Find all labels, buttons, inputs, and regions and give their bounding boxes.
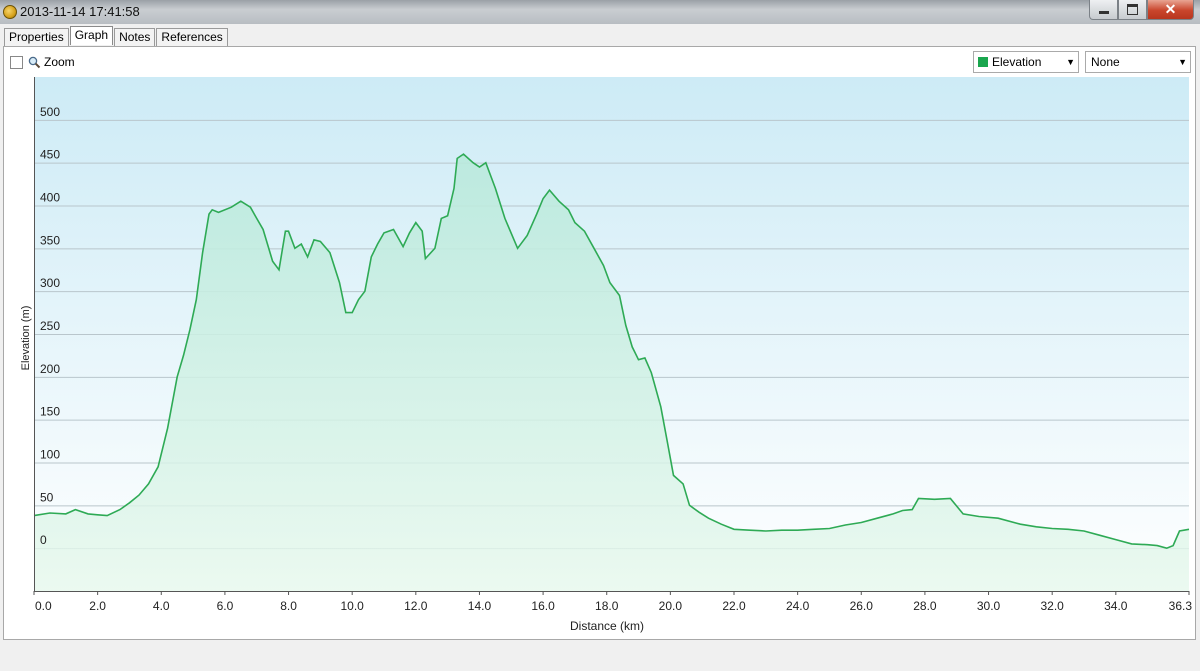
window-bottom-edge bbox=[0, 640, 1200, 671]
window-controls: ✕ bbox=[1089, 0, 1194, 20]
y-tick-label: 400 bbox=[40, 191, 60, 205]
y-tick-label: 450 bbox=[40, 148, 60, 162]
zoom-control: Zoom bbox=[10, 55, 75, 69]
zoom-checkbox[interactable] bbox=[10, 55, 23, 69]
y-tick-label: 500 bbox=[40, 105, 60, 119]
x-tick-label: 34.0 bbox=[1104, 599, 1128, 613]
maximize-button[interactable] bbox=[1118, 0, 1147, 20]
series-select[interactable]: Elevation ▼ bbox=[973, 51, 1079, 73]
x-tick-label: 12.0 bbox=[404, 599, 428, 613]
y-tick-label: 350 bbox=[40, 233, 60, 247]
chevron-down-icon: ▼ bbox=[1178, 57, 1187, 67]
minimize-button[interactable] bbox=[1089, 0, 1118, 20]
tab-properties[interactable]: Properties bbox=[4, 28, 69, 46]
y-tick-label: 50 bbox=[40, 490, 54, 504]
x-tick-label: 24.0 bbox=[786, 599, 810, 613]
x-axis-label: Distance (km) bbox=[570, 619, 644, 633]
x-tick-label: 32.0 bbox=[1041, 599, 1065, 613]
close-button[interactable]: ✕ bbox=[1147, 0, 1194, 20]
x-tick-label: 6.0 bbox=[217, 599, 234, 613]
chevron-down-icon: ▼ bbox=[1066, 57, 1075, 67]
y-axis-label: Elevation (m) bbox=[20, 306, 32, 371]
zoom-label: Zoom bbox=[44, 55, 75, 69]
tab-graph[interactable]: Graph bbox=[69, 26, 114, 45]
tab-references[interactable]: References bbox=[156, 28, 228, 46]
window-title: 2013-11-14 17:41:58 bbox=[20, 4, 140, 19]
y-tick-label: 200 bbox=[40, 362, 60, 376]
y-tick-label: 0 bbox=[40, 533, 47, 547]
x-tick-label: 20.0 bbox=[659, 599, 683, 613]
minimize-icon bbox=[1098, 11, 1109, 14]
series-select-value: Elevation bbox=[992, 55, 1042, 69]
x-tick-label: 8.0 bbox=[280, 599, 297, 613]
y-tick-label: 250 bbox=[40, 319, 60, 333]
x-tick-label: 0.0 bbox=[35, 599, 52, 613]
x-tick-label: 28.0 bbox=[913, 599, 937, 613]
secondary-select-value: None bbox=[1091, 55, 1120, 69]
elevation-swatch bbox=[978, 57, 988, 67]
x-tick-label: 26.0 bbox=[850, 599, 874, 613]
tab-bar: Properties Graph Notes References bbox=[4, 26, 229, 46]
x-tick-label: 10.0 bbox=[341, 599, 365, 613]
elevation-area bbox=[34, 154, 1189, 591]
elevation-series-line bbox=[33, 153, 1190, 550]
x-tick-label: 2.0 bbox=[89, 599, 106, 613]
x-tick-labels: 0.0 2.0 4.0 6.0 8.0 10.0 12.0 14.0 16.0 18.0 20.0 2… bbox=[33, 591, 1193, 613]
x-tick-label: 36.3 bbox=[1169, 599, 1193, 613]
tab-notes[interactable]: Notes bbox=[114, 28, 156, 46]
close-icon: ✕ bbox=[1164, 1, 1177, 17]
x-tick-label: 14.0 bbox=[468, 599, 492, 613]
x-tick-label: 4.0 bbox=[153, 599, 170, 613]
x-tick-label: 22.0 bbox=[722, 599, 746, 613]
title-bar: 2013-11-14 17:41:58 ✕ bbox=[0, 0, 1200, 24]
y-tick-label: 150 bbox=[40, 405, 60, 419]
magnifier-icon bbox=[28, 56, 41, 68]
secondary-series-select[interactable]: None ▼ bbox=[1085, 51, 1191, 73]
app-icon bbox=[3, 5, 17, 19]
restore-icon bbox=[1127, 4, 1138, 15]
x-tick-label: 30.0 bbox=[977, 599, 1001, 613]
elevation-chart: 0 50 100 150 200 250 300 350 400 450 500 0.0 2.0 4.0… bbox=[20, 77, 1193, 633]
y-tick-label: 100 bbox=[40, 448, 60, 462]
graph-panel: 0 50 100 150 200 250 300 350 400 450 500 0.0 2.0 4.0… bbox=[3, 46, 1196, 640]
x-tick-label: 16.0 bbox=[531, 599, 555, 613]
x-tick-label: 18.0 bbox=[595, 599, 619, 613]
y-tick-label: 300 bbox=[40, 276, 60, 290]
y-tick-labels: 0 50 100 150 200 250 300 350 400 450 500 bbox=[40, 105, 60, 547]
